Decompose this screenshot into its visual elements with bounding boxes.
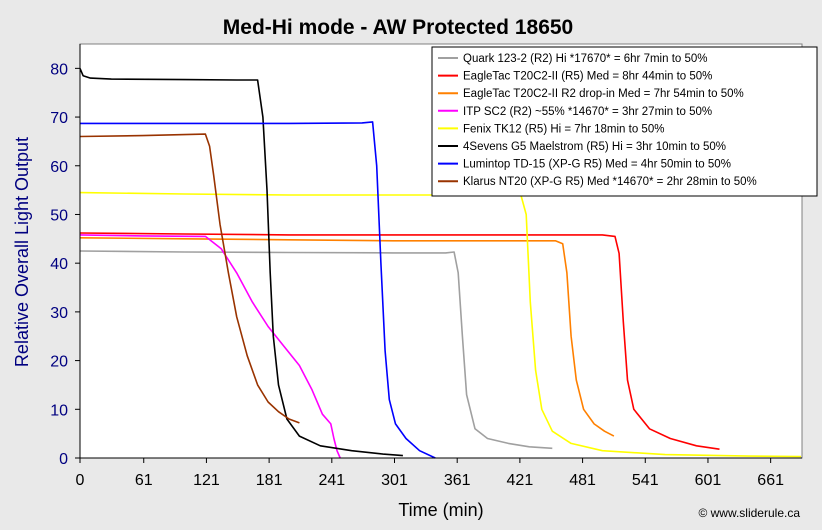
y-tick-label: 40 bbox=[50, 256, 68, 273]
y-tick-label: 80 bbox=[50, 61, 68, 78]
series-line-7 bbox=[80, 121, 436, 459]
y-axis-title: Relative Overall Light Output bbox=[12, 137, 32, 367]
x-tick-label: 61 bbox=[135, 472, 153, 489]
x-tick-label: 121 bbox=[193, 472, 220, 489]
x-tick-label: 481 bbox=[569, 472, 596, 489]
series-line-8 bbox=[79, 133, 300, 424]
legend-label: Klarus NT20 (XP-G R5) Med *14670* = 2hr … bbox=[463, 176, 757, 188]
y-tick-label: 70 bbox=[50, 110, 68, 127]
y-tick-label: 0 bbox=[59, 451, 68, 468]
legend-box bbox=[431, 46, 818, 197]
y-axis: 0 10 20 30 40 50 60 70 80 bbox=[50, 61, 80, 468]
chart-title: Med-Hi mode - AW Protected 18650 bbox=[223, 16, 573, 39]
y-tick-label: 20 bbox=[50, 354, 68, 371]
legend-label: EagleTac T20C2-II (R5) Med = 8hr 44min t… bbox=[463, 71, 712, 83]
legend-label: Lumintop TD-15 (XP-G R5) Med = 4hr 50min… bbox=[463, 159, 731, 171]
y-tick-label: 30 bbox=[50, 305, 68, 322]
credit-text: © www.sliderule.ca bbox=[698, 506, 800, 520]
legend-label: EagleTac T20C2-II R2 drop-in Med = 7hr 5… bbox=[463, 88, 744, 100]
x-tick-label: 421 bbox=[507, 472, 534, 489]
y-tick-label: 50 bbox=[50, 207, 68, 224]
x-axis: 0 61 121 181 241 301 361 421 481 541 601 661 bbox=[76, 458, 784, 489]
y-tick-label: 10 bbox=[50, 402, 68, 419]
series-line-2 bbox=[79, 232, 720, 450]
legend: Quark 123-2 (R2) Hi *17670* = 6hr 7min t… bbox=[431, 46, 818, 197]
series-line-6 bbox=[79, 68, 403, 457]
x-tick-label: 361 bbox=[444, 472, 471, 489]
series-line-4 bbox=[79, 234, 341, 459]
x-tick-label: 181 bbox=[256, 472, 283, 489]
x-tick-label: 301 bbox=[381, 472, 408, 489]
y-tick-label: 60 bbox=[50, 159, 68, 176]
legend-label: Quark 123-2 (R2) Hi *17670* = 6hr 7min t… bbox=[463, 53, 708, 65]
x-axis-title: Time (min) bbox=[398, 500, 483, 520]
x-tick-label: 541 bbox=[632, 472, 659, 489]
series-lines bbox=[79, 68, 802, 459]
x-tick-label: 661 bbox=[757, 472, 784, 489]
series-line-1 bbox=[79, 250, 553, 450]
x-tick-label: 241 bbox=[318, 472, 345, 489]
legend-label: 4Sevens G5 Maelstrom (R5) Hi = 3hr 10min… bbox=[463, 141, 726, 153]
x-tick-label: 0 bbox=[76, 472, 85, 489]
legend-label: Fenix TK12 (R5) Hi = 7hr 18min to 50% bbox=[463, 123, 664, 135]
series-line-3 bbox=[79, 237, 615, 437]
series-line-5 bbox=[79, 191, 802, 458]
x-tick-label: 601 bbox=[695, 472, 722, 489]
legend-label: ITP SC2 (R2) ~55% *14670* = 3hr 27min to… bbox=[463, 106, 712, 118]
